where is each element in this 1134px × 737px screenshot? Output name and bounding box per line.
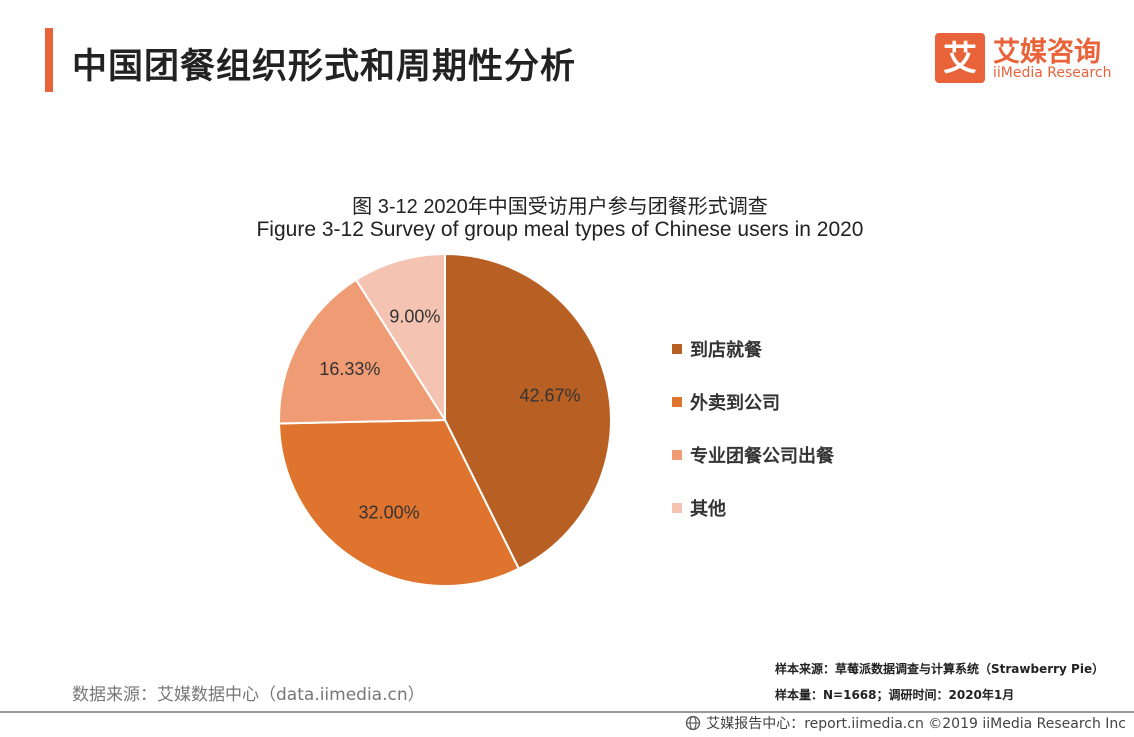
- legend-swatch: [672, 502, 682, 513]
- logo-glyph: 艾: [943, 39, 977, 79]
- sample-source-note: 样本来源：草莓派数据调查与计算系统（Strawberry Pie）: [775, 662, 1105, 676]
- legend-label: 其他: [690, 498, 726, 520]
- globe-icon: [686, 715, 701, 731]
- brand-logo: 艾 艾媒咨询 iiMedia Research: [935, 30, 1125, 86]
- logo-text-cn: 艾媒咨询: [993, 37, 1101, 68]
- page-title: 中国团餐组织形式和周期性分析: [72, 47, 577, 87]
- pie-slice-3: [278, 278, 447, 425]
- report-center-line: 艾媒报告中心：report.iimedia.cn ©2019 iiMedia R…: [685, 713, 1126, 733]
- pie-chart: 42.67% 32.00% 16.33% 9.00%: [278, 252, 612, 587]
- legend-item: 外卖到公司: [672, 375, 834, 428]
- pie-slice-2: [278, 418, 521, 587]
- legend-swatch: [672, 396, 682, 407]
- sample-size-note: 样本量：N=1668；调研时间：2020年1月: [775, 688, 1015, 702]
- legend-swatch: [672, 343, 682, 354]
- data-source-note: 数据来源：艾媒数据中心（data.iimedia.cn）: [72, 685, 425, 705]
- legend-label: 到店就餐: [690, 339, 762, 361]
- pie-data-label: 32.00%: [359, 502, 420, 522]
- legend-item: 专业团餐公司出餐: [672, 428, 834, 481]
- pie-slice-1: [444, 252, 612, 571]
- pie-data-label: 42.67%: [520, 385, 581, 405]
- legend-label: 外卖到公司: [690, 392, 780, 414]
- pie-slice-4: [354, 252, 446, 424]
- pie-data-label: 9.00%: [389, 306, 440, 326]
- footer-divider: [0, 711, 1134, 713]
- title-accent-bar: [45, 28, 53, 92]
- legend-swatch: [672, 449, 682, 460]
- chart-title-cn: 图 3-12 2020年中国受访用户参与团餐形式调查: [352, 196, 768, 218]
- chart-title-en: Figure 3-12 Survey of group meal types o…: [256, 218, 864, 241]
- logo-text-en: iiMedia Research: [993, 65, 1112, 81]
- pie-data-label: 16.33%: [319, 359, 380, 379]
- legend-item: 其他: [672, 481, 834, 534]
- legend-item: 到店就餐: [672, 322, 834, 375]
- legend-label: 专业团餐公司出餐: [690, 445, 834, 467]
- report-center-link[interactable]: 艾媒报告中心：report.iimedia.cn ©2019 iiMedia R…: [706, 716, 1126, 732]
- logo-mark-icon: 艾: [935, 33, 985, 83]
- chart-legend: 到店就餐 外卖到公司 专业团餐公司出餐 其他: [672, 322, 834, 534]
